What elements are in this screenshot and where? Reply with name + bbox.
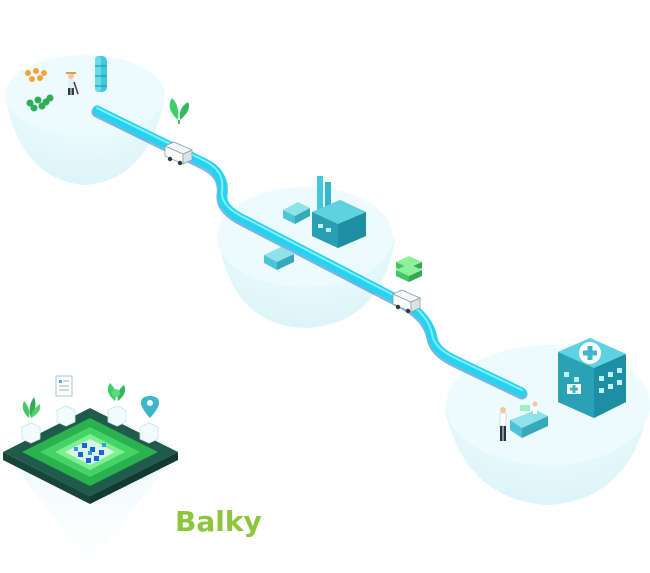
brand-logo: Balky (175, 505, 262, 538)
plant-sprout-icon (107, 383, 126, 401)
conveyor-belt (91, 105, 528, 400)
document-icon (55, 375, 73, 397)
factory-icon (312, 176, 366, 248)
delivery-truck-icon (164, 141, 193, 166)
crate-icon (264, 247, 294, 270)
hospital-icon (558, 338, 626, 418)
storage-tank-icon (95, 56, 107, 92)
stacked-boxes-icon (396, 256, 422, 282)
pharmacist-figure (499, 407, 507, 441)
hub-pedestals (21, 405, 159, 444)
plant-sprout-icon (169, 98, 189, 124)
data-hub-icon (3, 408, 178, 565)
pharmacy-counter-icon (510, 401, 548, 438)
leaf-icon (22, 397, 41, 418)
location-pin-icon (141, 396, 159, 418)
crate-icon (283, 202, 310, 224)
delivery-truck-icon (392, 289, 421, 314)
farm-icon (25, 68, 79, 112)
